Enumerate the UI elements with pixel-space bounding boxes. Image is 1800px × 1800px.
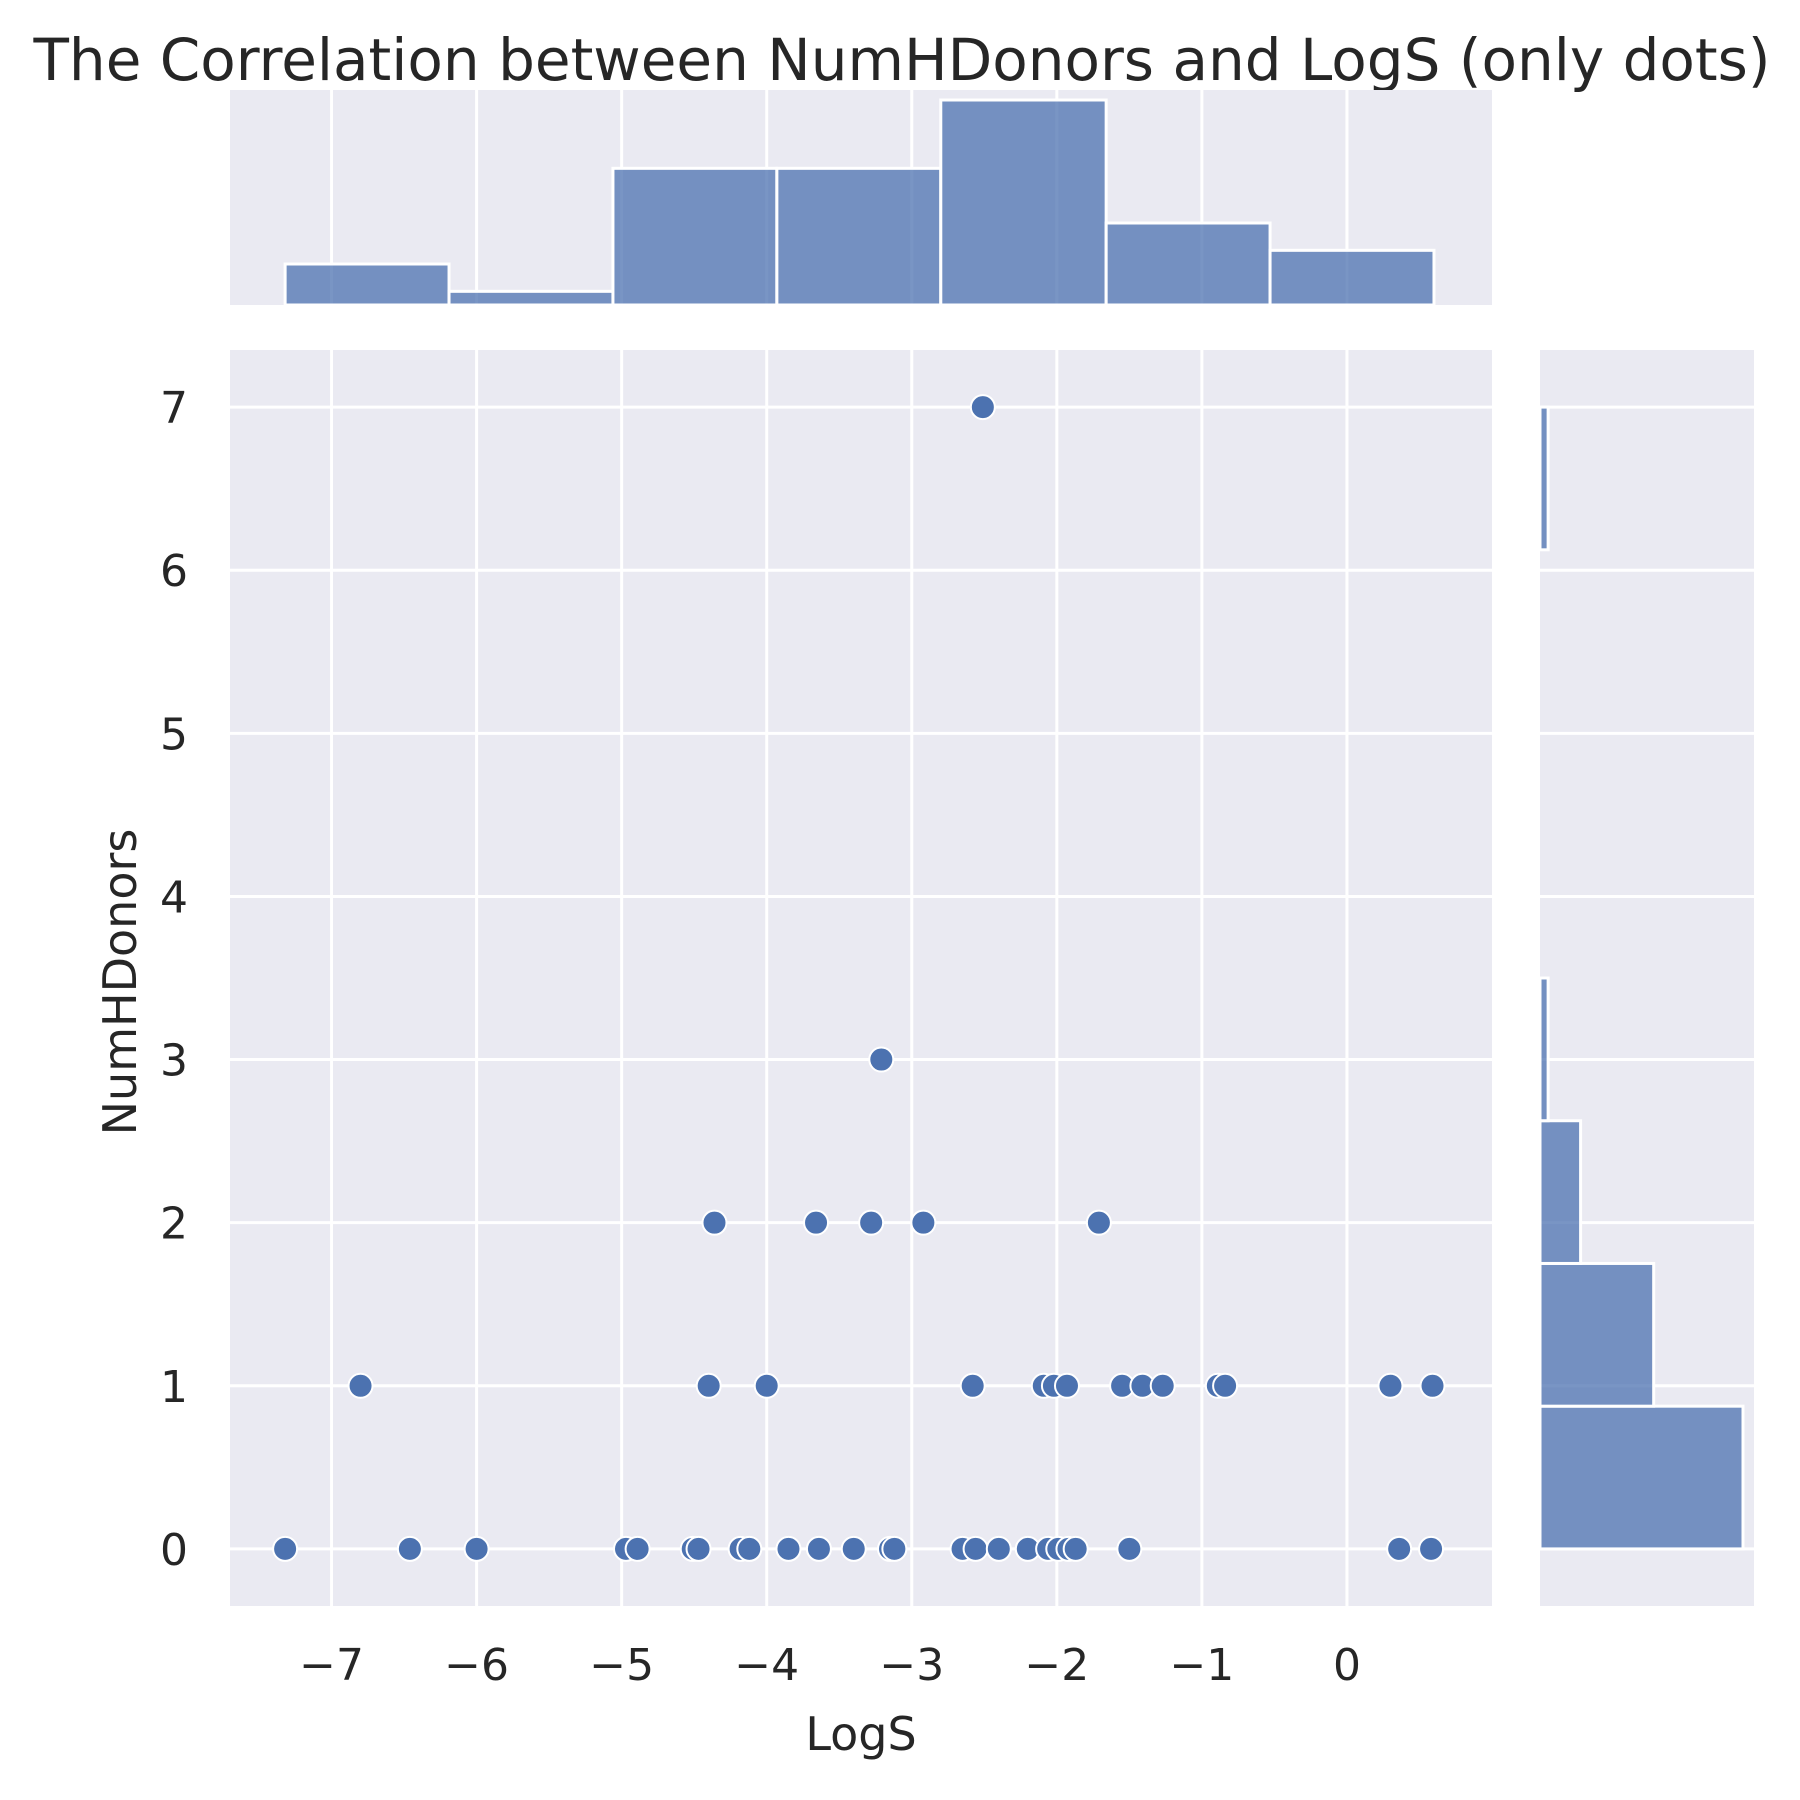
scatter-point [1085, 1209, 1112, 1236]
main-scatter-axes [230, 350, 1492, 1606]
y-tick-label: 3 [160, 1036, 188, 1087]
scatter-point [969, 394, 996, 421]
chart-title: The Correlation between NumHDonors and L… [33, 26, 1771, 94]
top-histogram-bar [611, 166, 779, 307]
x-tick-label: −7 [299, 1640, 364, 1691]
scatter-point [396, 1535, 423, 1562]
x-tick-label: −5 [589, 1640, 654, 1691]
scatter-point [803, 1209, 830, 1236]
scatter-point [1377, 1372, 1404, 1399]
x-tick-label: 0 [1333, 1640, 1361, 1691]
y-tick-label: 5 [160, 709, 188, 760]
x-tick-label: −2 [1024, 1640, 1089, 1691]
right-marginal-histogram [1538, 350, 1754, 1606]
top-histogram-bar [939, 98, 1108, 307]
scatter-point [701, 1209, 728, 1236]
right-histogram-bar [1538, 1119, 1583, 1265]
y-tick-label: 1 [160, 1362, 188, 1413]
y-tick-label: 2 [160, 1199, 188, 1250]
plot-area-background [230, 350, 1492, 1606]
scatter-point [685, 1535, 712, 1562]
top-marginal-histogram [230, 90, 1492, 307]
scatter-point [881, 1535, 908, 1562]
top-histogram-bar [775, 166, 943, 307]
scatter-point [1418, 1535, 1445, 1562]
y-tick-label: 0 [160, 1525, 188, 1576]
x-tick-label: −3 [879, 1640, 944, 1691]
scatter-point [858, 1209, 885, 1236]
y-tick-label: 4 [160, 872, 188, 923]
right-histogram-bar [1538, 405, 1550, 552]
x-tick-label: −4 [734, 1640, 799, 1691]
y-axis-label: NumHDonors [93, 829, 147, 1136]
scatter-point [1149, 1372, 1176, 1399]
scatter-point [805, 1535, 832, 1562]
scatter-point [962, 1535, 989, 1562]
scatter-point [1386, 1535, 1413, 1562]
right-histogram-bar [1538, 1261, 1656, 1408]
scatter-point [840, 1535, 867, 1562]
top-histogram-bar [1268, 248, 1436, 307]
scatter-point [775, 1535, 802, 1562]
top-histogram-bar [1104, 221, 1272, 307]
scatter-point [1419, 1372, 1446, 1399]
scatter-point [1053, 1372, 1080, 1399]
y-tick-label: 6 [160, 546, 188, 597]
scatter-point [272, 1535, 299, 1562]
scatter-point [624, 1535, 651, 1562]
scatter-point [959, 1372, 986, 1399]
right-histogram-bar [1538, 976, 1550, 1123]
x-tick-labels: −7 −6 −5 −4 −3 −2 −1 0 [299, 1640, 1361, 1691]
top-histogram-bar [283, 262, 451, 307]
scatter-point [347, 1372, 374, 1399]
scatter-point [985, 1535, 1012, 1562]
scatter-point [695, 1372, 722, 1399]
scatter-point [463, 1535, 490, 1562]
scatter-point [753, 1372, 780, 1399]
right-histogram-bar [1538, 1404, 1745, 1551]
scatter-point [910, 1209, 937, 1236]
scatter-point [1212, 1372, 1239, 1399]
scatter-point [1116, 1535, 1143, 1562]
x-tick-label: −1 [1169, 1640, 1234, 1691]
top-histogram-bar [447, 289, 615, 307]
x-axis-label: LogS [805, 1707, 916, 1761]
scatter-point [868, 1046, 895, 1073]
x-tick-label: −6 [444, 1640, 509, 1691]
scatter-point [736, 1535, 763, 1562]
scatter-point [1062, 1535, 1089, 1562]
y-tick-label: 7 [160, 383, 188, 434]
y-tick-labels: 0 1 2 3 4 5 6 7 [160, 383, 188, 1576]
